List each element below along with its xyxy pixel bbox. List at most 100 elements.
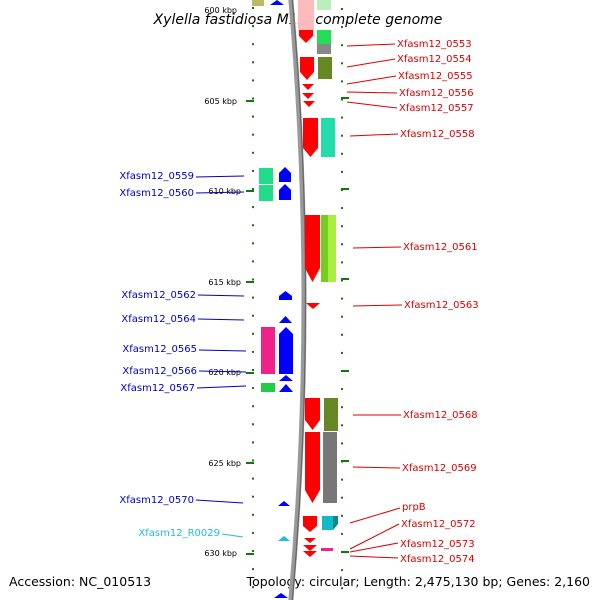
gene-arrow-0557[interactable] — [303, 101, 315, 107]
cog-box-prpb — [322, 516, 333, 530]
gene-label-xfasm12-0564[interactable]: Xfasm12_0564 — [121, 314, 196, 325]
gene-label-xfasm12-0565[interactable]: Xfasm12_0565 — [122, 344, 197, 355]
tick-minor — [252, 459, 254, 462]
gene-arrow-bottom[interactable] — [274, 593, 288, 598]
gene-label-xfasm12-0556[interactable]: Xfasm12_0556 — [399, 88, 474, 99]
gene-label-xfasm12-0558[interactable]: Xfasm12_0558 — [400, 129, 475, 140]
gene-label-xfasm12-0554[interactable]: Xfasm12_0554 — [397, 54, 472, 65]
accession-text: Accession: NC_010513 — [9, 574, 151, 589]
tick-minor — [341, 388, 343, 391]
gene-arrow-0565[interactable] — [279, 327, 293, 374]
cog-box-0568 — [324, 398, 338, 431]
tick-minor — [252, 531, 254, 534]
tick-minor — [252, 260, 254, 263]
tick-minor — [341, 62, 343, 65]
gene-arrow-0568[interactable] — [305, 398, 320, 430]
forward-strand-genes — [252, 0, 293, 598]
tick-minor — [252, 79, 254, 82]
tick-major — [341, 278, 349, 280]
tick-major — [341, 551, 349, 553]
gene-label-xfasm12-0555[interactable]: Xfasm12_0555 — [398, 71, 473, 82]
tick-major — [246, 372, 254, 374]
leader-line-xfasm12-0567 — [196, 385, 247, 389]
cog-box-0553 — [317, 30, 331, 44]
gene-arrow-0569[interactable] — [305, 432, 320, 503]
gene-arrow-0553[interactable] — [299, 30, 313, 43]
cog-box-0558 — [321, 118, 335, 157]
leader-line-xfasm12-0553 — [346, 43, 396, 47]
gene-label-xfasm12-0557[interactable]: Xfasm12_0557 — [399, 103, 474, 114]
cog-box-0561a — [321, 215, 328, 282]
leader-line-xfasm12-r0029 — [221, 533, 244, 538]
tick-minor — [252, 7, 254, 9]
cog-box-0553b — [317, 0, 331, 10]
gene-label-xfasm12-0573[interactable]: Xfasm12_0573 — [400, 539, 475, 550]
gene-label-xfasm12-0568[interactable]: Xfasm12_0568 — [403, 410, 478, 421]
tick-minor — [252, 25, 254, 28]
gene-arrow-r0029[interactable] — [278, 536, 290, 541]
tick-major — [246, 553, 254, 555]
gene-arrow-0556[interactable] — [302, 93, 314, 99]
gene-label-xfasm12-0566[interactable]: Xfasm12_0566 — [122, 366, 197, 377]
gene-arrow-0555[interactable] — [302, 84, 314, 90]
tick-minor — [252, 278, 254, 281]
gene-label-xfasm12-0567[interactable]: Xfasm12_0567 — [120, 383, 195, 394]
tick-minor — [252, 224, 254, 227]
leader-line-xfasm12-0560 — [195, 191, 245, 194]
tick-minor — [252, 206, 254, 209]
gene-arrow-top[interactable] — [270, 0, 284, 5]
gene-arrow-0572[interactable] — [304, 538, 316, 543]
gene-arrow-0567[interactable] — [279, 384, 293, 392]
reverse-strand-genes — [298, 0, 338, 557]
cog-box-0555 — [318, 57, 332, 79]
kbp-label: 620 kbp — [208, 368, 241, 377]
gene-label-prpb[interactable]: prpB — [402, 502, 426, 513]
gene-arrow-0554[interactable] — [300, 57, 314, 80]
cog-box-0567 — [261, 383, 275, 392]
gene-arrow-0573[interactable] — [303, 545, 317, 551]
gene-label-xfasm12-0562[interactable]: Xfasm12_0562 — [121, 290, 196, 301]
gene-arrow-0561[interactable] — [305, 215, 320, 282]
cog-box-0572 — [321, 548, 333, 551]
gene-label-xfasm12-0561[interactable]: Xfasm12_0561 — [403, 242, 478, 253]
tick-minor — [341, 134, 343, 137]
leader-line-xfasm12-0572 — [349, 523, 400, 550]
gene-arrow-0564[interactable] — [279, 316, 292, 323]
gene-label-xfasm12-0560[interactable]: Xfasm12_0560 — [119, 188, 194, 199]
tick-minor — [252, 513, 254, 516]
gene-arrow-0570[interactable] — [278, 501, 290, 506]
tick-minor — [341, 279, 343, 282]
leader-line-xfasm12-0564 — [197, 318, 245, 321]
cog-box-0560 — [259, 185, 273, 201]
gene-arrow-prpb[interactable] — [303, 516, 317, 532]
gene-arrow-0558[interactable] — [303, 118, 318, 157]
tick-minor — [252, 314, 254, 317]
gene-label-xfasm12-0574[interactable]: Xfasm12_0574 — [400, 554, 475, 565]
tick-major — [246, 462, 254, 464]
kbp-label: 600 kbp — [204, 6, 237, 15]
tick-minor — [252, 568, 254, 571]
tick-minor — [252, 387, 254, 390]
tick-minor — [252, 405, 254, 408]
gene-label-xfasm12-0569[interactable]: Xfasm12_0569 — [402, 463, 477, 474]
gene-label-xfasm12-0570[interactable]: Xfasm12_0570 — [119, 495, 194, 506]
map-title: Xylella fastidiosa M12, complete genome — [153, 12, 443, 28]
gene-label-xfasm12-r0029[interactable]: Xfasm12_R0029 — [138, 528, 220, 539]
tick-minor — [252, 369, 254, 371]
gene-label-xfasm12-0572[interactable]: Xfasm12_0572 — [401, 519, 476, 530]
gene-arrow-0563[interactable] — [306, 303, 320, 309]
gene-arrow-0574[interactable] — [303, 551, 317, 557]
tick-minor — [252, 61, 254, 64]
gene-arrow-0560[interactable] — [279, 184, 291, 200]
tick-minor — [341, 569, 343, 572]
gene-arrow-0566[interactable] — [279, 375, 293, 381]
gene-label-xfasm12-0553[interactable]: Xfasm12_0553 — [397, 39, 472, 50]
tick-minor — [341, 44, 343, 47]
gene-label-xfasm12-0559[interactable]: Xfasm12_0559 — [119, 171, 194, 182]
kbp-scale: 600 kbp 605 kbp 610 kbp 615 kbp 620 kbp … — [204, 6, 241, 558]
gene-arrow-0559[interactable] — [279, 167, 291, 182]
gene-arrow-0562[interactable] — [279, 291, 292, 300]
leader-line-xfasm12-0563 — [352, 304, 403, 307]
leader-line-prpb — [349, 507, 401, 524]
gene-label-xfasm12-0563[interactable]: Xfasm12_0563 — [404, 300, 479, 311]
